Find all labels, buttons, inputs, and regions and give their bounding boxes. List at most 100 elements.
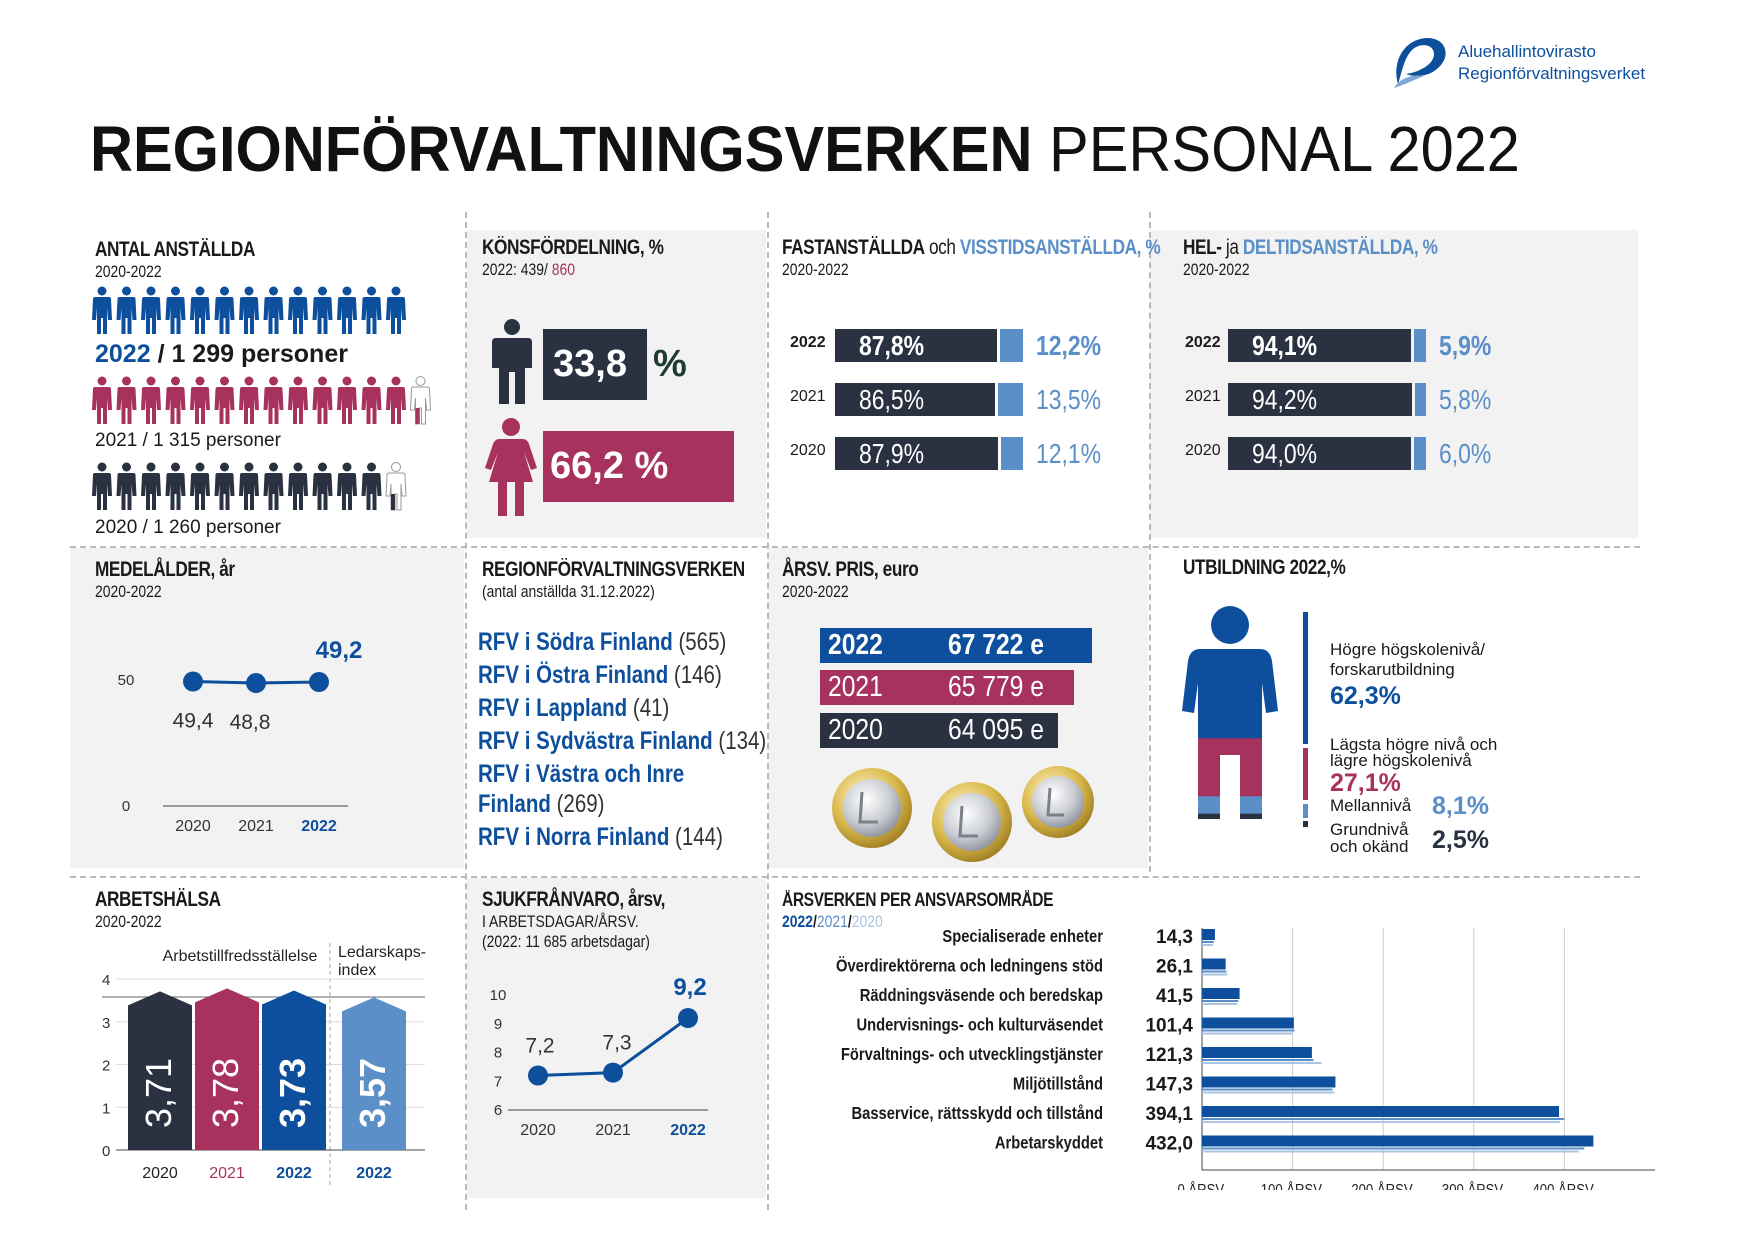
x-tick-label: 100 ÅRSV. xyxy=(1261,1181,1325,1190)
edu-label: Högre högskolenivå/ xyxy=(1330,640,1485,659)
fte-value-label: 394,1 xyxy=(1145,1104,1193,1125)
permanent-other-value: 12,1% xyxy=(1036,438,1102,469)
fte-bar-2022 xyxy=(1202,1106,1560,1117)
fte-chart: 0 ÅRSV. 100 ÅRSV. 200 ÅRSV. 300 ÅRSV. 400 ÅR… xyxy=(836,927,1655,1190)
employees-2022-text: / 1 299 personer xyxy=(150,340,348,368)
person-icon xyxy=(312,376,333,424)
data-point xyxy=(309,672,329,693)
fulltime-main-value: 94,1% xyxy=(1252,330,1318,361)
person-icon xyxy=(385,462,407,511)
y-tick-label: 0 xyxy=(102,1143,110,1160)
health-bar-value: 3,73 xyxy=(272,1058,313,1128)
permanent-other-value: 12,2% xyxy=(1036,330,1102,361)
fte-legend-sep2: / xyxy=(847,912,852,931)
logo-line2: Regionförvaltningsverket xyxy=(1458,64,1646,83)
fte-bar-2021 xyxy=(1202,1088,1333,1091)
page-title: REGIONFÖRVALTNINGSVERKEN PERSONAL 2022 xyxy=(90,112,1520,186)
fte-value-label: 26,1 xyxy=(1156,957,1193,978)
coin-2 xyxy=(932,782,1012,862)
fte-bar-2022 xyxy=(1202,988,1240,999)
agency-item: RFV i Norra Finland (144) xyxy=(478,823,723,852)
page-title-light: PERSONAL 2022 xyxy=(1049,113,1520,185)
data-label: 49,4 xyxy=(173,710,214,733)
women-box xyxy=(543,431,734,502)
edu-label: Grundnivå xyxy=(1330,820,1409,839)
health-chart: Arbetstillfredsställelse Ledarskaps-index… xyxy=(102,943,426,1185)
fulltime-main-bar xyxy=(1228,383,1412,416)
x-tick-label: 2021 xyxy=(595,1122,631,1139)
edu-line-light xyxy=(1303,804,1308,818)
permanent-main-value: 87,8% xyxy=(859,330,925,361)
y-tick-label: 9 xyxy=(494,1016,502,1033)
agency-name: RFV i Västra och Inre xyxy=(478,760,685,788)
edu-item-4: Grundnivå och okänd 2,5% xyxy=(1330,820,1530,857)
edu-segment xyxy=(1182,738,1278,797)
fulltime-period: 2020-2022 xyxy=(1183,260,1250,279)
edu-value: 2,5% xyxy=(1432,826,1489,854)
agency-item: RFV i Östra Finland (146) xyxy=(478,661,722,690)
coin-1 xyxy=(832,768,912,848)
x-tick-label: 2020 xyxy=(175,818,211,835)
men-value: 33,8 xyxy=(553,343,627,385)
gender-sub-prefix: 2022: 439/ xyxy=(482,260,552,279)
person-icon xyxy=(409,376,432,425)
employees-title: ANTAL ANSTÄLLDA xyxy=(95,238,255,261)
agency-count: (134) xyxy=(712,727,767,755)
agency-count: (144) xyxy=(669,823,723,851)
person-icon xyxy=(214,462,235,510)
person-icon xyxy=(116,286,137,334)
agencies-sub: (antal anställda 31.12.2022) xyxy=(482,582,655,601)
fte-value-label: 101,4 xyxy=(1145,1016,1193,1037)
price-year: 2022 xyxy=(828,629,883,661)
agency-name: Finland xyxy=(478,790,551,818)
fulltime-title-b: ja xyxy=(1221,236,1243,259)
fte-bar-2021 xyxy=(1202,1118,1565,1120)
man-icon xyxy=(492,319,532,404)
data-point xyxy=(246,673,266,694)
agency-name: RFV i Sydvästra Finland xyxy=(478,727,713,755)
fte-category-label: Miljötillstånd xyxy=(1013,1074,1103,1094)
y-tick-label: 4 xyxy=(102,972,110,989)
fulltime-main-value: 94,2% xyxy=(1252,384,1318,415)
permanent-main-bar xyxy=(835,437,998,470)
person-icon xyxy=(288,376,308,424)
employees-2021: 2021 / 1 315 personer xyxy=(95,430,281,451)
data-point xyxy=(528,1065,548,1086)
edu-segment xyxy=(1182,813,1278,819)
person-icon xyxy=(361,286,382,334)
health-period: 2020-2022 xyxy=(95,912,162,931)
data-label: 49,2 xyxy=(316,637,363,664)
permanent-other-bar xyxy=(998,383,1023,416)
price-bar xyxy=(820,628,1093,663)
fte-category-label: Förvaltnings- och utvecklingstjänster xyxy=(841,1045,1104,1065)
person-icon xyxy=(116,376,137,424)
fte-bar-2020 xyxy=(1202,1032,1293,1035)
price-year: 2021 xyxy=(828,671,883,703)
men-box xyxy=(543,329,647,400)
edu-line-dark xyxy=(1303,821,1308,827)
fte-category-label: Arbetarskyddet xyxy=(995,1133,1104,1153)
person-icon xyxy=(312,286,333,334)
coin-3 xyxy=(1022,766,1094,838)
health-title: ARBETSHÄLSA xyxy=(95,888,221,911)
person-icon xyxy=(337,462,357,510)
health-x-label: 2022 xyxy=(356,1165,392,1182)
agency-count: (565) xyxy=(672,628,727,656)
fte-value-label: 432,0 xyxy=(1145,1134,1193,1155)
person-icon xyxy=(288,286,308,334)
person-icon xyxy=(190,376,210,424)
fte-bar-2020 xyxy=(1202,944,1213,946)
logo-mark-icon xyxy=(1394,37,1446,88)
person-icon xyxy=(165,286,186,334)
health-bar xyxy=(342,997,406,1150)
health-bar-value: 3,78 xyxy=(205,1058,246,1128)
person-icon xyxy=(337,376,357,424)
permanent-title-c: VISSTIDSANSTÄLLDA, % xyxy=(959,236,1161,259)
edu-value: 27,1% xyxy=(1330,769,1401,797)
fte-bar-2021 xyxy=(1202,970,1227,973)
logo-line1: Aluehallintovirasto xyxy=(1458,42,1596,61)
employees-period: 2020-2022 xyxy=(95,262,162,281)
permanent-main-bar xyxy=(835,383,996,416)
divider xyxy=(70,876,1640,878)
price-value: 64 095 e xyxy=(948,714,1044,746)
